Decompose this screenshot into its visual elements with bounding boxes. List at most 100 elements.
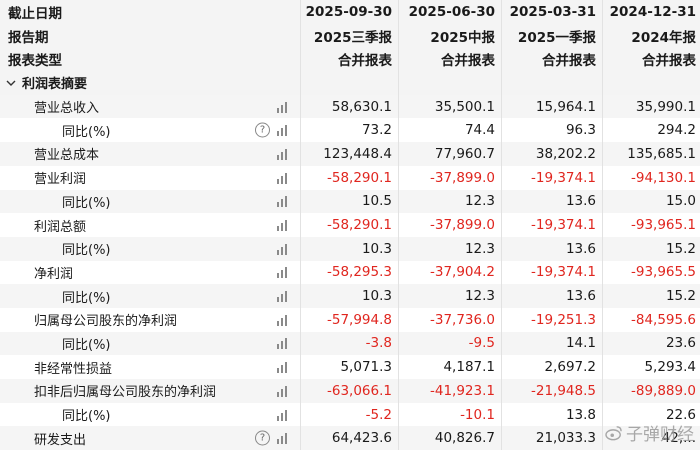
value-cell: -37,736.0 — [398, 307, 501, 332]
header-row: 截止日期 2025-09-30 2025-06-30 2025-03-31 2024-1… — [0, 0, 700, 24]
row-label-cell: 扣非后归属母公司股东的净利润 — [0, 379, 300, 403]
section-label: 利润表摘要 — [22, 77, 88, 93]
table-row: 扣非后归属母公司股东的净利润 -63,066.1 -41,923.1 -21,948.… — [0, 379, 700, 403]
table-row: 同比(%)? 73.2 74.4 96.3 294.2 — [0, 118, 700, 143]
value-cell: 38,202.2 — [501, 142, 602, 166]
value-cell: 22.6 — [602, 402, 700, 427]
row-label: 利润总额 — [34, 219, 87, 235]
value-cell: -58,295.3 — [300, 260, 398, 285]
bar-chart-icon[interactable] — [276, 195, 290, 208]
value-cell: 35,500.1 — [398, 94, 501, 119]
value-cell: 15.0 — [602, 189, 700, 214]
header-cell: 合并报表 — [398, 47, 501, 72]
header-label: 截止日期 — [8, 5, 62, 22]
question-circle-icon[interactable]: ? — [255, 122, 270, 138]
value-cell: 96.3 — [501, 118, 602, 143]
header-row: 报告期 2025三季报 2025中报 2025一季报 2024年报 — [0, 23, 700, 48]
row-label-cell: 同比(%) — [0, 237, 300, 261]
value-cell: 13.6 — [501, 189, 602, 214]
bar-chart-icon[interactable] — [276, 219, 290, 232]
empty-cell — [300, 71, 398, 95]
value-cell: -57,994.8 — [300, 307, 398, 332]
header-cell: 2025-03-31 — [501, 0, 602, 24]
header-label: 报告期 — [8, 29, 49, 46]
row-label-cell: 非经常性损益 — [0, 355, 300, 379]
bar-chart-icon[interactable] — [276, 101, 290, 113]
row-label-cell: 同比(%)? — [0, 118, 300, 142]
header-cell: 2024年报 — [602, 23, 700, 48]
row-label-cell: 归属母公司股东的净利润 — [0, 308, 300, 332]
bar-chart-icon[interactable] — [276, 243, 290, 255]
value-cell: -9.5 — [398, 331, 501, 356]
value-cell: 12.3 — [398, 189, 501, 214]
table-row: 营业利润 -58,290.1 -37,899.0 -19,374.1 -94,130.1 — [0, 165, 700, 190]
header-cell: 2025一季报 — [501, 23, 602, 48]
row-label: 同比(%) — [62, 337, 111, 353]
value-cell: 2,697.2 — [501, 355, 602, 379]
value-cell: -19,374.1 — [501, 213, 602, 237]
header-cell: 合并报表 — [501, 47, 602, 72]
value-cell: 10.3 — [300, 236, 398, 261]
bar-chart-icon[interactable] — [276, 409, 290, 421]
value-cell: 15.2 — [602, 236, 700, 261]
value-cell: 23.6 — [602, 331, 700, 356]
section-row[interactable]: 利润表摘要 — [0, 71, 700, 95]
value-cell: 15,964.1 — [501, 94, 602, 119]
value-cell: 13.6 — [501, 284, 602, 308]
table-row: 营业总成本 123,448.4 77,960.7 38,202.2 135,685.1 — [0, 142, 700, 166]
header-cell: 2025三季报 — [300, 23, 398, 48]
value-cell: 123,448.4 — [300, 142, 398, 166]
row-label-cell: 研发支出? — [0, 426, 300, 450]
value-cell: 10.5 — [300, 189, 398, 214]
row-label-cell: 营业总成本 — [0, 142, 300, 166]
value-cell: 73.2 — [300, 118, 398, 143]
row-label-cell: 同比(%) — [0, 403, 300, 427]
chevron-down-icon[interactable] — [6, 78, 16, 88]
bar-chart-icon[interactable] — [276, 385, 290, 397]
value-cell: 58,630.1 — [300, 94, 398, 119]
bar-chart-icon[interactable] — [276, 148, 290, 160]
bar-chart-icon[interactable] — [276, 337, 290, 350]
row-label-cell: 营业总收入 — [0, 95, 300, 119]
bar-chart-icon[interactable] — [276, 432, 290, 445]
value-cell: -3.8 — [300, 331, 398, 356]
header-cell: 2025中报 — [398, 23, 501, 48]
table-row: 同比(%) 10.3 12.3 13.6 15.2 — [0, 284, 700, 308]
header-label: 报表类型 — [8, 53, 62, 70]
value-cell: 294.2 — [602, 118, 700, 143]
bar-chart-icon[interactable] — [276, 124, 290, 137]
row-label-cell: 同比(%) — [0, 190, 300, 214]
value-cell: 5,293.4 — [602, 355, 700, 379]
table-row: 非经常性损益 5,071.3 4,187.1 2,697.2 5,293.4 — [0, 355, 700, 379]
table-row: 同比(%) 10.5 12.3 13.6 15.0 — [0, 189, 700, 214]
bar-chart-icon[interactable] — [276, 172, 290, 184]
bar-chart-icon[interactable] — [276, 314, 290, 326]
table-row: 营业总收入 58,630.1 35,500.1 15,964.1 35,990.1 — [0, 94, 700, 119]
header-cell: 2025-09-30 — [300, 0, 398, 24]
value-cell: 42,... — [602, 426, 700, 451]
value-cell: 135,685.1 — [602, 142, 700, 166]
row-label-cell: 同比(%) — [0, 332, 300, 356]
row-label: 非经常性损益 — [34, 361, 113, 377]
table-row: 利润总额 -58,290.1 -37,899.0 -19,374.1 -93,965.1 — [0, 213, 700, 237]
table-row: 同比(%) -3.8 -9.5 14.1 23.6 — [0, 331, 700, 356]
watermark: 子弹财经 — [605, 420, 694, 445]
value-cell: 77,960.7 — [398, 142, 501, 166]
value-cell: -89,889.0 — [602, 379, 700, 403]
section-label-cell[interactable]: 利润表摘要 — [0, 71, 300, 95]
row-label: 同比(%) — [62, 409, 111, 425]
value-cell: -93,965.5 — [602, 260, 700, 285]
value-cell: 4,187.1 — [398, 355, 501, 379]
question-circle-icon[interactable]: ? — [255, 430, 270, 446]
watermark-text: 子弹财经 — [626, 425, 694, 445]
value-cell: 74.4 — [398, 118, 501, 143]
bar-chart-icon[interactable] — [276, 266, 290, 279]
table-row: 同比(%) 10.3 12.3 13.6 15.2 — [0, 236, 700, 261]
table-row: 研发支出? 64,423.6 40,826.7 21,033.3 42,... — [0, 426, 700, 451]
value-cell: 5,071.3 — [300, 355, 398, 379]
row-label: 同比(%) — [62, 124, 111, 140]
bar-chart-icon[interactable] — [276, 290, 290, 303]
bar-chart-icon[interactable] — [276, 361, 290, 374]
value-cell: 12.3 — [398, 284, 501, 308]
empty-cell — [398, 71, 501, 95]
